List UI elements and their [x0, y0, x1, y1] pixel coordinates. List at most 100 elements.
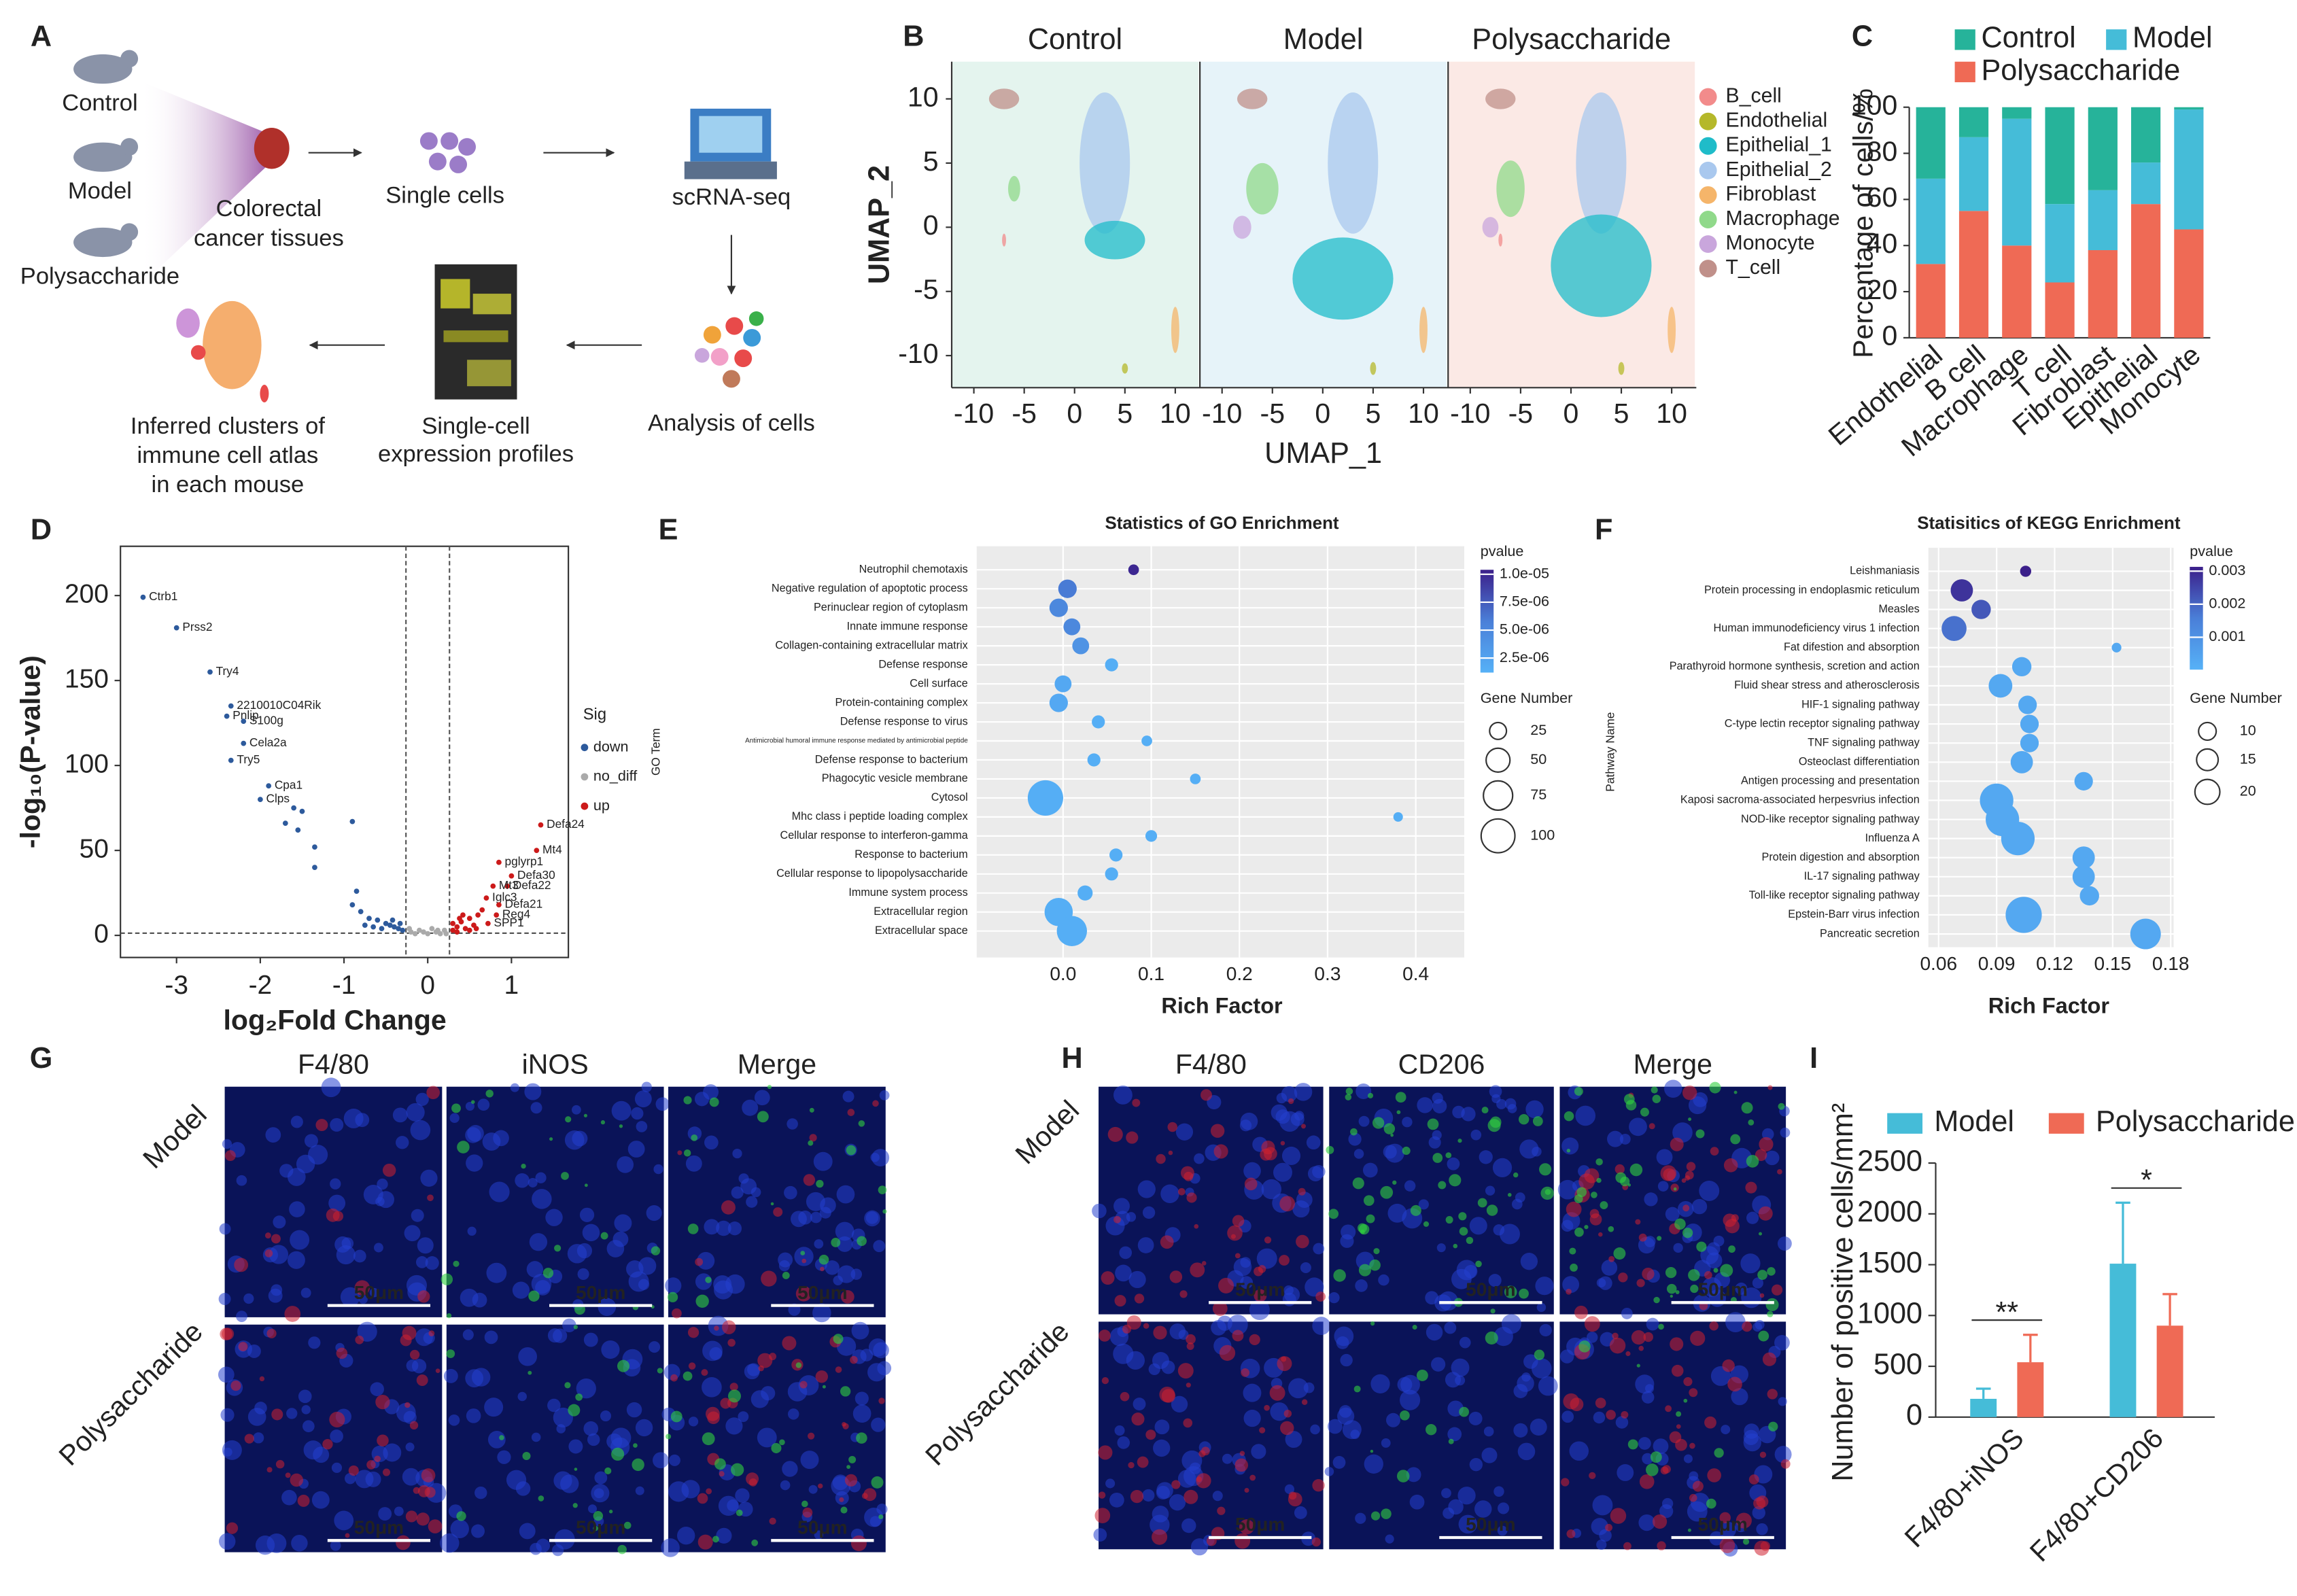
bubble [1393, 812, 1403, 822]
red-signal [428, 1519, 443, 1533]
red-signal [290, 1473, 303, 1487]
micrograph [1092, 1083, 1326, 1321]
nucleus [873, 1342, 889, 1359]
red-signal [1671, 1364, 1684, 1377]
red-signal [226, 1522, 239, 1534]
red-signal [1217, 1506, 1226, 1515]
y-tick-label: Antigen processing and presentation [1741, 775, 1920, 787]
nucleus [787, 1118, 798, 1130]
green-signal [485, 1090, 494, 1098]
red-signal [1156, 1153, 1166, 1164]
green-signal [573, 1325, 578, 1330]
red-signal [672, 1308, 682, 1319]
green-signal [1767, 1311, 1774, 1317]
nucleus [702, 1376, 722, 1398]
x-axis-label: Rich Factor [1988, 994, 2110, 1018]
green-signal [1519, 1288, 1529, 1299]
green-signal [1569, 1247, 1576, 1255]
significance-label: ** [1995, 1296, 2018, 1329]
red-signal [1186, 1334, 1196, 1345]
point-label: Reg4 [502, 907, 531, 921]
point [496, 902, 502, 908]
red-signal [808, 1432, 815, 1440]
nucleus [1474, 1500, 1492, 1518]
nucleus [353, 1249, 366, 1263]
bar-segment [2130, 162, 2161, 205]
nucleus [219, 1223, 231, 1235]
colorbar-title: pvalue [2190, 542, 2233, 559]
nucleus [638, 1279, 650, 1290]
nucleus [814, 1239, 824, 1249]
nucleus [218, 1366, 235, 1383]
nucleus [1530, 1419, 1547, 1436]
nucleus [1455, 1375, 1466, 1386]
legend-swatch [2106, 29, 2127, 50]
bubble [1109, 848, 1123, 862]
green-signal [1742, 1538, 1750, 1545]
green-signal [1758, 1330, 1769, 1342]
green-signal [1576, 1187, 1587, 1198]
red-signal [264, 1232, 271, 1238]
point [412, 931, 418, 937]
nucleus [1271, 1104, 1288, 1121]
nucleus [1285, 1431, 1302, 1448]
green-signal [623, 1521, 632, 1529]
nucleus [798, 1375, 819, 1395]
nucleus [1525, 1100, 1544, 1119]
nucleus [626, 1260, 644, 1278]
nucleus [273, 1215, 286, 1229]
nucleus [694, 1092, 710, 1107]
cluster-cloud [1370, 362, 1377, 375]
red-signal [1578, 1173, 1595, 1190]
nucleus [727, 1221, 742, 1236]
nucleus [1142, 1206, 1156, 1219]
red-signal [1777, 1169, 1782, 1175]
green-signal [1746, 1155, 1759, 1168]
nucleus [725, 1274, 745, 1294]
x-tick-label: F4/80+iNOS [1899, 1422, 2030, 1553]
nucleus [1607, 1130, 1623, 1147]
cone [139, 80, 272, 287]
nucleus [631, 1107, 644, 1120]
nucleus [218, 1533, 236, 1550]
colorbar-tick-label: 0.003 [2209, 561, 2245, 578]
red-signal [761, 1270, 777, 1287]
red-signal [413, 1487, 420, 1494]
point [396, 926, 401, 932]
nucleus [530, 1102, 542, 1114]
red-signal [1767, 1085, 1773, 1090]
nucleus [668, 1454, 680, 1466]
column-header: CD206 [1398, 1048, 1485, 1079]
nucleus [611, 1100, 632, 1121]
nucleus [1251, 1444, 1266, 1459]
bar-segment [2002, 107, 2032, 119]
red-signal [417, 1485, 430, 1497]
green-signal [1423, 1221, 1430, 1227]
cluster-cloud [1171, 307, 1179, 353]
red-signal [670, 1374, 678, 1382]
green-signal [840, 1506, 848, 1514]
nucleus [1665, 1207, 1680, 1221]
y-tick-label: 0 [1906, 1399, 1922, 1432]
red-signal [222, 1328, 235, 1340]
bubble [1049, 598, 1068, 617]
nucleus [746, 1196, 758, 1208]
y-tick-label: 100 [65, 749, 109, 778]
red-signal [1689, 1442, 1695, 1449]
point [241, 740, 247, 746]
size-legend-swatch [1480, 818, 1516, 854]
nucleus [443, 1368, 458, 1383]
facet-title: Control [1028, 23, 1122, 56]
nucleus [1538, 1376, 1558, 1396]
red-signal [1663, 1168, 1676, 1181]
nucleus [556, 1424, 566, 1434]
red-signal [1614, 1164, 1625, 1175]
red-signal [1114, 1295, 1126, 1307]
y-axis-label: Percentage of cells/% [1848, 88, 1879, 358]
nucleus [842, 1090, 854, 1103]
nucleus [375, 1196, 385, 1207]
nucleus [836, 1185, 855, 1204]
legend-swatch [1699, 260, 1717, 278]
nucleus [1535, 1277, 1554, 1296]
red-signal [1259, 1427, 1266, 1434]
